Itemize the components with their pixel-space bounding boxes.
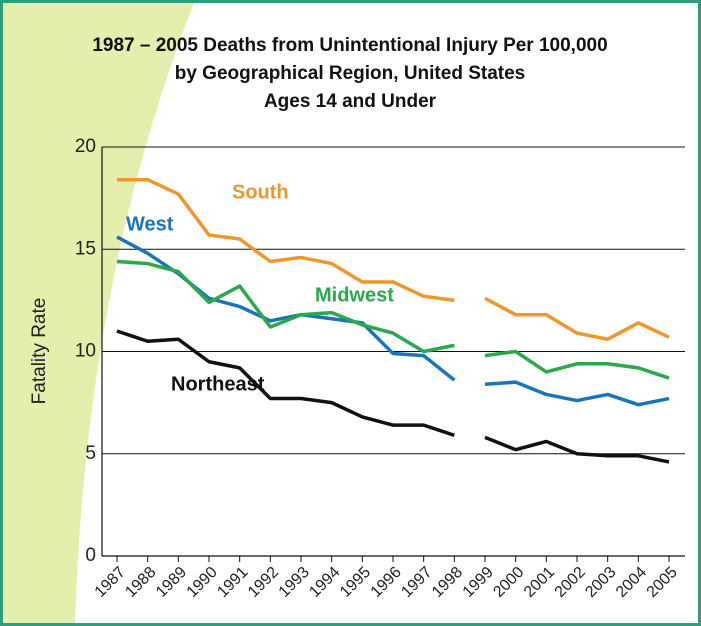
series-line [484,296,670,341]
series-line [117,177,455,303]
chart-title: by Geographical Region, United States [175,63,526,84]
series-line [484,435,670,464]
series-label: Northeast [171,373,265,395]
series-line [484,380,670,407]
series-line [484,349,670,380]
y-tick-label: 5 [85,443,96,464]
series-label: South [232,181,289,203]
series-line [116,259,455,354]
y-tick-label: 20 [75,136,96,157]
decor-shape [0,0,195,626]
series-label: Midwest [315,284,394,306]
y-tick-label: 0 [85,545,96,566]
chart-title: Ages 14 and Under [264,91,437,112]
y-tick-label: 10 [75,341,96,362]
y-axis-label: Fatality Rate [29,298,50,405]
series-line [116,329,455,438]
y-tick-label: 15 [75,238,96,259]
chart-title: 1987 – 2005 Deaths from Unintentional In… [92,35,607,56]
series-label: West [126,213,174,235]
